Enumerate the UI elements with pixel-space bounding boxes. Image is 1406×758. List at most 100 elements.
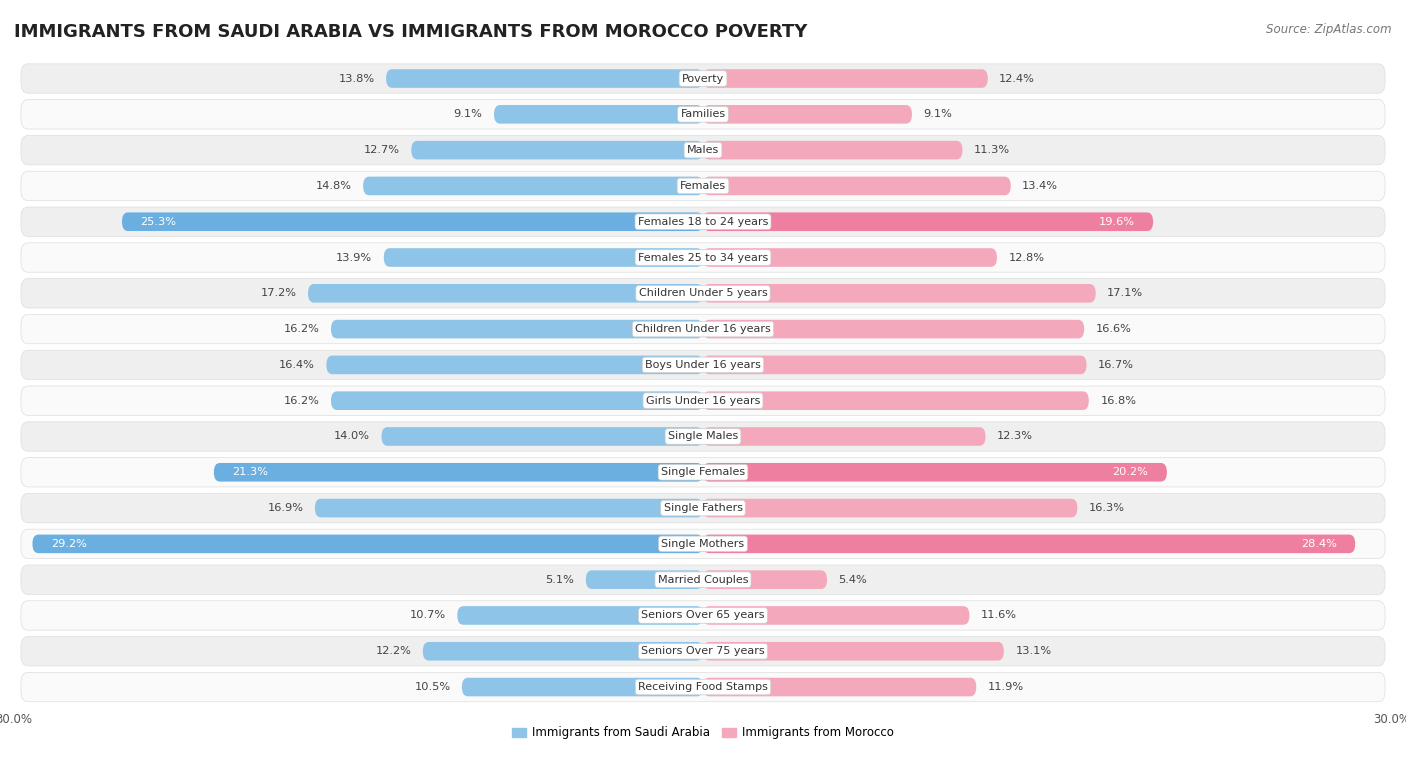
FancyBboxPatch shape <box>21 64 1385 93</box>
FancyBboxPatch shape <box>21 529 1385 559</box>
Text: 9.1%: 9.1% <box>454 109 482 119</box>
FancyBboxPatch shape <box>21 458 1385 487</box>
Text: Females 25 to 34 years: Females 25 to 34 years <box>638 252 768 262</box>
Text: 17.2%: 17.2% <box>260 288 297 299</box>
Text: 14.0%: 14.0% <box>335 431 370 441</box>
Text: Single Females: Single Females <box>661 467 745 478</box>
FancyBboxPatch shape <box>21 601 1385 630</box>
FancyBboxPatch shape <box>703 141 963 159</box>
Text: 5.4%: 5.4% <box>838 575 868 584</box>
FancyBboxPatch shape <box>703 69 988 88</box>
FancyBboxPatch shape <box>703 105 912 124</box>
FancyBboxPatch shape <box>21 493 1385 523</box>
Text: Seniors Over 65 years: Seniors Over 65 years <box>641 610 765 621</box>
FancyBboxPatch shape <box>214 463 703 481</box>
Text: 10.5%: 10.5% <box>415 682 450 692</box>
Text: Children Under 16 years: Children Under 16 years <box>636 324 770 334</box>
Text: 14.8%: 14.8% <box>315 181 352 191</box>
Text: 11.9%: 11.9% <box>988 682 1024 692</box>
Text: 19.6%: 19.6% <box>1098 217 1135 227</box>
Text: 10.7%: 10.7% <box>409 610 446 621</box>
FancyBboxPatch shape <box>21 386 1385 415</box>
FancyBboxPatch shape <box>315 499 703 518</box>
FancyBboxPatch shape <box>21 672 1385 702</box>
FancyBboxPatch shape <box>703 642 1004 660</box>
Text: 12.4%: 12.4% <box>1000 74 1035 83</box>
FancyBboxPatch shape <box>423 642 703 660</box>
FancyBboxPatch shape <box>703 284 1095 302</box>
FancyBboxPatch shape <box>703 177 1011 196</box>
FancyBboxPatch shape <box>326 356 703 374</box>
FancyBboxPatch shape <box>384 248 703 267</box>
Text: 21.3%: 21.3% <box>232 467 269 478</box>
FancyBboxPatch shape <box>308 284 703 302</box>
FancyBboxPatch shape <box>330 320 703 338</box>
Text: 9.1%: 9.1% <box>924 109 952 119</box>
FancyBboxPatch shape <box>457 606 703 625</box>
FancyBboxPatch shape <box>703 534 1355 553</box>
Text: Source: ZipAtlas.com: Source: ZipAtlas.com <box>1267 23 1392 36</box>
Text: 16.3%: 16.3% <box>1088 503 1125 513</box>
Text: 16.6%: 16.6% <box>1095 324 1132 334</box>
Text: Females: Females <box>681 181 725 191</box>
Text: Males: Males <box>688 145 718 155</box>
Text: 29.2%: 29.2% <box>51 539 87 549</box>
Text: 20.2%: 20.2% <box>1112 467 1149 478</box>
Text: 12.3%: 12.3% <box>997 431 1033 441</box>
Text: 12.8%: 12.8% <box>1008 252 1045 262</box>
Text: Poverty: Poverty <box>682 74 724 83</box>
Text: Children Under 5 years: Children Under 5 years <box>638 288 768 299</box>
Text: IMMIGRANTS FROM SAUDI ARABIA VS IMMIGRANTS FROM MOROCCO POVERTY: IMMIGRANTS FROM SAUDI ARABIA VS IMMIGRAN… <box>14 23 807 41</box>
Text: Receiving Food Stamps: Receiving Food Stamps <box>638 682 768 692</box>
Text: 13.4%: 13.4% <box>1022 181 1059 191</box>
FancyBboxPatch shape <box>703 320 1084 338</box>
Text: Single Mothers: Single Mothers <box>661 539 745 549</box>
FancyBboxPatch shape <box>122 212 703 231</box>
Text: Females 18 to 24 years: Females 18 to 24 years <box>638 217 768 227</box>
FancyBboxPatch shape <box>412 141 703 159</box>
FancyBboxPatch shape <box>21 565 1385 594</box>
FancyBboxPatch shape <box>703 391 1088 410</box>
Text: 12.7%: 12.7% <box>364 145 399 155</box>
FancyBboxPatch shape <box>461 678 703 697</box>
FancyBboxPatch shape <box>21 171 1385 201</box>
FancyBboxPatch shape <box>703 678 976 697</box>
Text: 16.8%: 16.8% <box>1101 396 1136 406</box>
FancyBboxPatch shape <box>21 350 1385 380</box>
Text: 17.1%: 17.1% <box>1107 288 1143 299</box>
Text: 13.1%: 13.1% <box>1015 647 1052 656</box>
FancyBboxPatch shape <box>21 207 1385 236</box>
FancyBboxPatch shape <box>703 499 1077 518</box>
Text: 11.3%: 11.3% <box>974 145 1010 155</box>
FancyBboxPatch shape <box>387 69 703 88</box>
FancyBboxPatch shape <box>21 421 1385 451</box>
Text: Girls Under 16 years: Girls Under 16 years <box>645 396 761 406</box>
FancyBboxPatch shape <box>703 606 969 625</box>
FancyBboxPatch shape <box>363 177 703 196</box>
FancyBboxPatch shape <box>21 243 1385 272</box>
FancyBboxPatch shape <box>21 99 1385 129</box>
Text: Single Males: Single Males <box>668 431 738 441</box>
Text: 5.1%: 5.1% <box>546 575 575 584</box>
Text: Boys Under 16 years: Boys Under 16 years <box>645 360 761 370</box>
Text: Families: Families <box>681 109 725 119</box>
Text: Seniors Over 75 years: Seniors Over 75 years <box>641 647 765 656</box>
Text: 16.9%: 16.9% <box>267 503 304 513</box>
Text: 16.2%: 16.2% <box>284 396 319 406</box>
FancyBboxPatch shape <box>703 428 986 446</box>
FancyBboxPatch shape <box>494 105 703 124</box>
FancyBboxPatch shape <box>21 637 1385 666</box>
Text: Married Couples: Married Couples <box>658 575 748 584</box>
Text: 13.9%: 13.9% <box>336 252 373 262</box>
FancyBboxPatch shape <box>21 136 1385 164</box>
FancyBboxPatch shape <box>32 534 703 553</box>
Legend: Immigrants from Saudi Arabia, Immigrants from Morocco: Immigrants from Saudi Arabia, Immigrants… <box>508 722 898 744</box>
Text: 11.6%: 11.6% <box>981 610 1017 621</box>
Text: 16.4%: 16.4% <box>278 360 315 370</box>
FancyBboxPatch shape <box>381 428 703 446</box>
FancyBboxPatch shape <box>703 463 1167 481</box>
Text: Single Fathers: Single Fathers <box>664 503 742 513</box>
FancyBboxPatch shape <box>703 212 1153 231</box>
FancyBboxPatch shape <box>586 570 703 589</box>
FancyBboxPatch shape <box>21 279 1385 308</box>
